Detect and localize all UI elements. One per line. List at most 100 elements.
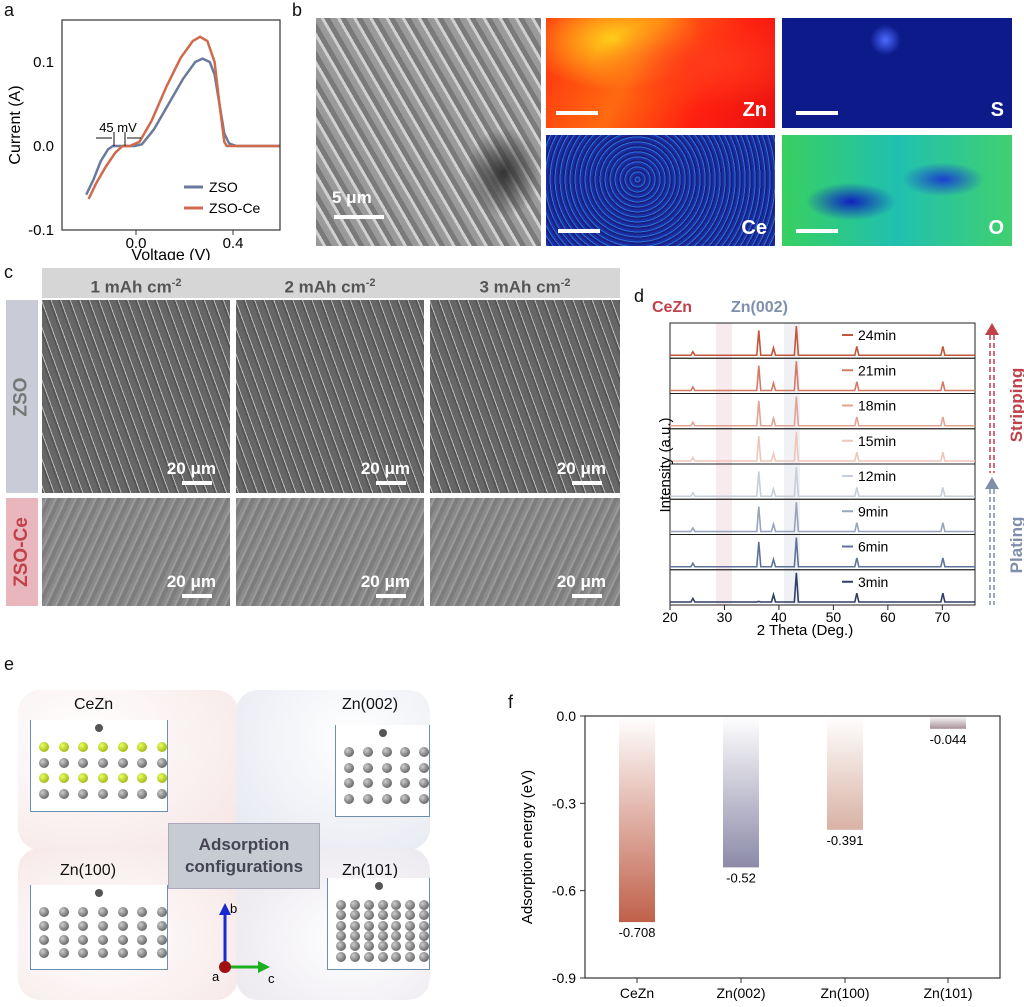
- panel-label-e: e: [4, 654, 15, 674]
- map-label-s: S: [990, 99, 1004, 121]
- zso-sem-image: 20 μm: [42, 300, 230, 493]
- arrow-up-icon: [985, 477, 999, 489]
- legend-label: 15min: [858, 433, 896, 449]
- scale-bar-label: 20 μm: [360, 459, 410, 478]
- y-tick-label: 0.0: [33, 138, 54, 155]
- adsorption-energy-chart: -0.708 -0.52 -0.391 -0.044 CeZn Zn(002) Zn(10…: [519, 708, 1001, 1001]
- y-axis-label: Adsorption energy (eV): [519, 770, 536, 924]
- bar-value-label: -0.391: [827, 833, 864, 848]
- eds-map-ce: Ce: [546, 135, 775, 246]
- x-tick-label: 20: [662, 609, 678, 625]
- stripping-arrow: [985, 323, 999, 473]
- label-stripping: Stripping: [1007, 368, 1024, 443]
- x-axis-label: 2 Theta (Deg.): [757, 622, 853, 639]
- row-label-zsoce: ZSO-Ce: [6, 498, 38, 606]
- panel-label-f: f: [508, 692, 514, 712]
- zsoce-sem-image: 20 μm: [236, 498, 424, 606]
- eds-map-s: S: [782, 18, 1012, 128]
- xrd-strip-frame: [669, 357, 976, 394]
- sem-image-overview: 5 μm: [316, 18, 541, 246]
- y-tick-label: -0.3: [552, 795, 576, 811]
- zsoce-sem-image: 20 μm: [430, 498, 620, 606]
- column-header-3: 3 mAh cm-2: [479, 277, 571, 297]
- row-label-zso: ZSO: [6, 300, 38, 493]
- atomic-structure-zn100: [30, 885, 168, 970]
- series-line-zso-ce: [87, 35, 280, 200]
- zso-sem-image: 20 μm: [236, 300, 424, 493]
- bar-value-label: -0.52: [726, 870, 756, 885]
- legend-label: 21min: [858, 362, 896, 378]
- scale-bar-label: 20 μm: [360, 572, 410, 591]
- xrd-pattern-21min: [670, 361, 975, 392]
- x-axis-label: Voltage (V): [131, 247, 210, 260]
- x-tick-label: 40: [771, 609, 787, 625]
- bar-value-label: -0.708: [619, 925, 656, 940]
- eds-map-zn: Zn: [546, 18, 775, 128]
- eds-map-o: O: [782, 135, 1012, 246]
- atomic-structure-zn002: [335, 725, 430, 817]
- plating-arrow: [985, 477, 999, 605]
- legend-label-zso: ZSO: [209, 179, 238, 195]
- scale-bar-label: 5 μm: [332, 188, 372, 207]
- x-tick-label: 50: [826, 609, 842, 625]
- atomic-structure-zn101: [327, 878, 430, 970]
- x-tick-label: 60: [880, 609, 896, 625]
- bar-value-label: -0.044: [930, 732, 967, 747]
- column-header-1: 1 mAh cm-2: [90, 277, 182, 297]
- panel-label-b: b: [292, 0, 303, 20]
- y-axis-label: Current (A): [7, 85, 24, 164]
- zsoce-sem-image: 20 μm: [42, 498, 230, 606]
- bar-axes-frame: [584, 715, 1001, 979]
- x-tick-label: Zn(100): [820, 985, 869, 1001]
- y-tick-label: -0.1: [28, 222, 54, 239]
- panel-label-a: a: [4, 0, 15, 20]
- x-tick-label: 0.0: [126, 235, 147, 252]
- adsorption-configurations-box: Adsorption configurations: [168, 823, 320, 889]
- x-tick-label: CeZn: [620, 985, 654, 1001]
- xrd-pattern-3min: [670, 572, 975, 603]
- xrd-strip-frame: [669, 498, 976, 535]
- y-tick-label: 0.1: [33, 54, 54, 71]
- y-tick-label: 0.0: [557, 708, 577, 724]
- config-label-zn101: Zn(101): [342, 862, 399, 879]
- arrow-up-icon: [985, 323, 999, 335]
- xrd-chart: CeZn Zn(002) 24min 21min 18min 15min 12min 9m…: [652, 299, 1024, 639]
- legend-label: 3min: [858, 574, 888, 590]
- crystal-axes-icon: b a c: [212, 901, 275, 985]
- legend-label-zsoce: ZSO-Ce: [209, 200, 261, 216]
- atomic-structure-cezn: [30, 720, 168, 812]
- scale-bar-label: 20 μm: [556, 459, 606, 478]
- svg-text:c: c: [268, 971, 275, 985]
- xrd-pattern-15min: [670, 431, 975, 462]
- x-tick-label: 0.4: [223, 235, 244, 252]
- xrd-pattern-9min: [670, 502, 975, 533]
- xrd-strip-frame: [669, 534, 976, 571]
- y-tick-label: -0.6: [552, 883, 576, 899]
- y-tick-label: -0.9: [552, 970, 576, 986]
- xrd-pattern-24min: [670, 325, 975, 357]
- column-header-2: 2 mAh cm-2: [284, 277, 376, 297]
- bar-Zn(002): [723, 716, 759, 868]
- svg-text:b: b: [230, 901, 237, 916]
- xrd-strip-frame: [669, 322, 976, 359]
- column-header-band: [42, 268, 620, 298]
- xrd-pattern-18min: [670, 396, 975, 427]
- xrd-strip-frame: [669, 463, 976, 500]
- legend-label: 24min: [858, 327, 896, 343]
- config-label-zn100: Zn(100): [60, 862, 117, 879]
- scale-bar-label: 20 μm: [166, 459, 216, 478]
- svg-text:a: a: [212, 969, 220, 984]
- legend-label: 18min: [858, 398, 896, 414]
- xrd-strip-frame: [669, 393, 976, 430]
- xrd-pattern-6min: [670, 537, 975, 568]
- xrd-strip-frame: [669, 569, 976, 606]
- scale-bar-label: 20 μm: [166, 572, 216, 591]
- map-label-o: O: [988, 217, 1004, 239]
- bar-Zn(100): [827, 716, 863, 830]
- cv-chart: 0.1 0.0 -0.1 0.0 0.4 Voltage (V) Current…: [7, 19, 281, 260]
- tag-zn002: Zn(002): [731, 299, 788, 316]
- panel-label-d: d: [634, 286, 645, 306]
- config-label-cezn: CeZn: [74, 696, 114, 713]
- legend-label: 12min: [858, 468, 896, 484]
- map-label-ce: Ce: [741, 217, 767, 239]
